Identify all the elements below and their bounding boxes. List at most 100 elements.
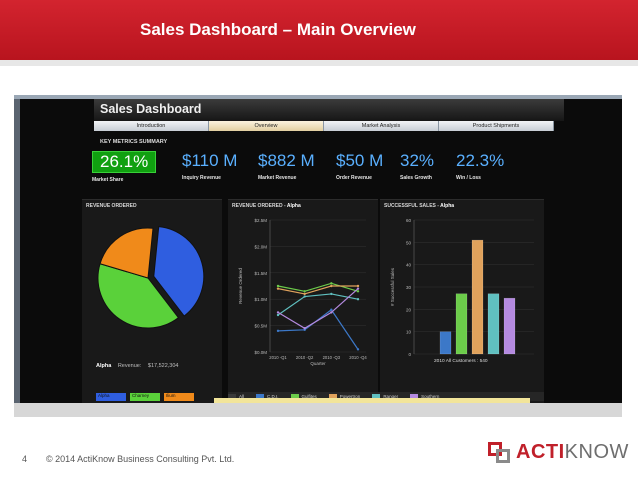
bar-ytick-label: 10 bbox=[406, 330, 412, 335]
series-legend-swatch bbox=[228, 394, 236, 399]
dashboard-bottom-highlight bbox=[214, 398, 530, 403]
dashboard-screenshot: Sales Dashboard Introduction Overview Ma… bbox=[14, 95, 622, 403]
copyright-text: © 2014 ActiKnow Business Consulting Pvt.… bbox=[46, 454, 235, 464]
bar-southern bbox=[503, 297, 516, 355]
pie-slice-ilium bbox=[99, 227, 154, 279]
revenue-ordered-panel: REVENUE ORDERED bbox=[82, 199, 222, 403]
bar-ytick-label: 0 bbox=[408, 352, 411, 357]
tab-overview[interactable]: Overview bbox=[209, 121, 324, 131]
revenue-line-panel: REVENUE ORDERED - Alpha $0.0M $0.5M $1.0M $… bbox=[228, 199, 378, 403]
line-series-2 bbox=[277, 285, 358, 295]
line-series-0 bbox=[277, 308, 359, 350]
bar-gulfites bbox=[455, 293, 468, 355]
series-legend: All C.D.I. Gulfites Powertron Ranger Southern bbox=[228, 392, 544, 401]
line-ytick-label: $0.0M bbox=[254, 350, 267, 355]
series-legend-label: Gulfites bbox=[301, 394, 317, 399]
series-legend-item[interactable]: C.D.I. bbox=[256, 394, 279, 399]
revenue-pie-chart bbox=[97, 226, 205, 329]
pie-legend-alpha[interactable]: Alpha bbox=[96, 393, 126, 401]
metric-label: Market Share bbox=[92, 177, 124, 183]
bar-ytick-label: 30 bbox=[406, 285, 412, 290]
series-legend-item[interactable]: Southern bbox=[410, 394, 439, 399]
line-series-1 bbox=[277, 282, 359, 292]
panel-title-series: Alpha bbox=[440, 203, 455, 209]
bar-powertron bbox=[471, 239, 484, 355]
line-xtick-label: 2010 -Q3 bbox=[323, 355, 341, 360]
series-legend-item[interactable]: Powertron bbox=[328, 394, 361, 399]
line-point bbox=[356, 284, 360, 288]
line-point bbox=[356, 298, 360, 301]
tab-introduction[interactable]: Introduction bbox=[94, 121, 209, 131]
line-point bbox=[276, 284, 280, 288]
revenue-line-chart: $0.0M $0.5M $1.0M $1.5M $2.0M $2.5M 2010 -Q1 20… bbox=[238, 218, 367, 366]
bar-ytick-label: 50 bbox=[406, 240, 412, 245]
metric-inquiry-revenue: $110 M Inquiry Revenue bbox=[182, 151, 237, 181]
series-legend-item[interactable]: Gulfites bbox=[290, 394, 317, 399]
tab-market-analysis[interactable]: Market Analysis bbox=[324, 121, 439, 131]
logo-mark-icon bbox=[488, 440, 512, 464]
line-point bbox=[356, 287, 360, 290]
line-point bbox=[276, 329, 280, 333]
panel-title-text: REVENUE ORDERED - bbox=[232, 203, 286, 209]
metric-sales-growth: 32% Sales Growth bbox=[400, 151, 434, 181]
line-x-axis-label: Quarter bbox=[310, 361, 326, 366]
bar-ytick-label: 20 bbox=[406, 307, 412, 312]
line-xtick-label: 2010 -Q2 bbox=[296, 355, 314, 360]
footer-divider bbox=[14, 403, 622, 417]
line-point bbox=[330, 311, 333, 314]
line-point bbox=[330, 292, 333, 296]
pie-legend: Alpha Charney Ilium bbox=[96, 393, 198, 401]
series-legend-label: Powertron bbox=[339, 394, 361, 399]
series-legend-item[interactable]: Ranger bbox=[372, 394, 398, 399]
pie-legend-ilium[interactable]: Ilium bbox=[164, 393, 194, 401]
line-y-axis-label: Revenue Ordered bbox=[238, 268, 243, 304]
series-legend-label: Southern bbox=[421, 394, 440, 399]
slide-title-bar: Sales Dashboard – Main Overview bbox=[0, 0, 638, 60]
title-divider bbox=[0, 60, 638, 66]
series-legend-swatch bbox=[410, 394, 419, 399]
bar-caption: 2010 All Customers : 540 bbox=[434, 358, 488, 364]
metric-value: $50 M bbox=[336, 151, 384, 170]
panel-title: REVENUE ORDERED bbox=[86, 203, 137, 209]
metric-label: Inquiry Revenue bbox=[182, 175, 221, 181]
line-point bbox=[303, 290, 306, 293]
actiknow-logo: ACTIKNOW bbox=[488, 440, 629, 464]
dashboard-header: Sales Dashboard bbox=[94, 99, 564, 121]
line-series-4 bbox=[277, 288, 359, 329]
tab-product-shipments[interactable]: Product Shipments bbox=[439, 121, 554, 131]
line-point bbox=[276, 313, 280, 317]
metric-win-loss: 22.3% Win / Loss bbox=[456, 151, 504, 181]
metric-order-revenue: $50 M Order Revenue bbox=[336, 151, 383, 181]
successful-sales-bar-chart: 0 10 20 30 40 50 60 # Successful Sales 2010 All … bbox=[390, 218, 534, 364]
logo-text-acti: ACTI bbox=[516, 440, 565, 463]
slide-title: Sales Dashboard – Main Overview bbox=[140, 20, 416, 39]
metric-value: 26.1% bbox=[92, 151, 157, 173]
pie-slice-charney bbox=[97, 263, 180, 329]
page-number: 4 bbox=[22, 454, 28, 464]
pie-revenue-value: $17,522,304 bbox=[147, 363, 179, 369]
metric-value: $882 M bbox=[258, 151, 315, 170]
line-ytick-label: $1.0M bbox=[254, 297, 267, 302]
metric-value: 32% bbox=[400, 151, 435, 170]
line-point bbox=[303, 327, 306, 330]
series-legend-label: Ranger bbox=[383, 394, 399, 399]
line-xtick-label: 2010 -Q1 bbox=[269, 355, 287, 360]
metric-value: 22.3% bbox=[456, 151, 505, 170]
window-top-strip bbox=[14, 95, 622, 99]
line-ytick-label: $2.0M bbox=[254, 244, 267, 249]
series-legend-item[interactable]: All bbox=[228, 394, 244, 399]
line-series-3 bbox=[277, 293, 359, 316]
line-ytick-label: $2.5M bbox=[254, 218, 267, 223]
metric-label: Win / Loss bbox=[456, 175, 481, 181]
pie-slice-alpha bbox=[153, 226, 205, 317]
bar-y-axis-label: # Successful Sales bbox=[390, 267, 395, 306]
dashboard-title: Sales Dashboard bbox=[100, 102, 202, 116]
line-point bbox=[356, 348, 360, 351]
pie-selection-summary: Alpha Revenue: $17,522,304 bbox=[96, 363, 178, 369]
bar-ytick-label: 60 bbox=[406, 218, 412, 223]
line-point bbox=[356, 290, 360, 293]
pie-legend-charney[interactable]: Charney bbox=[130, 393, 160, 401]
window-side-strip bbox=[14, 99, 20, 403]
line-ytick-label: $1.5M bbox=[254, 271, 267, 276]
logo-text-know: KNOW bbox=[564, 440, 629, 463]
